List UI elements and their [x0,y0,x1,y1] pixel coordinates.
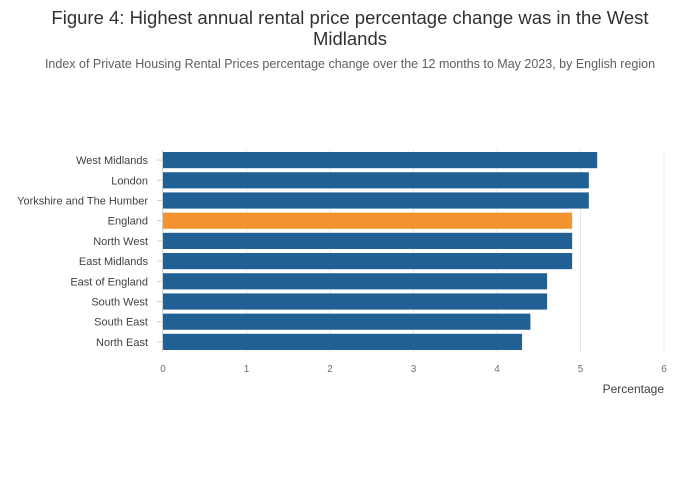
bar-england[interactable] [163,212,573,229]
category-label: West Midlands [76,155,148,167]
bar-yorkshire-and-the-humber[interactable] [163,192,589,209]
x-tick-label: 4 [494,364,500,375]
category-label: South West [91,297,148,309]
x-tick-label: 6 [661,364,667,375]
bar-east-of-england[interactable] [163,273,548,290]
x-axis-title: Percentage [603,382,665,396]
category-label: England [108,216,148,228]
x-tick-label: 1 [244,364,250,375]
bar-london[interactable] [163,172,589,189]
x-tick-label: 0 [160,364,166,375]
bar-south-west[interactable] [163,293,548,310]
chart-subtitle: Index of Private Housing Rental Prices p… [44,57,656,71]
category-label: East Midlands [79,256,149,268]
category-label: London [111,175,148,187]
x-tick-label: 3 [411,364,417,375]
bar-north-east[interactable] [163,333,523,350]
bar-east-midlands[interactable] [163,253,573,270]
bar-south-east[interactable] [163,313,531,330]
category-label: Yorkshire and The Humber [17,196,148,208]
bar-north-west[interactable] [163,232,573,249]
bar-west-midlands[interactable] [163,152,598,169]
category-label: North East [96,337,148,349]
chart-title: Figure 4: Highest annual rental price pe… [51,7,649,49]
category-label: South East [94,317,148,329]
category-label: North West [93,236,148,248]
category-label: East of England [70,276,148,288]
x-tick-label: 5 [578,364,584,375]
x-tick-label: 2 [327,364,333,375]
